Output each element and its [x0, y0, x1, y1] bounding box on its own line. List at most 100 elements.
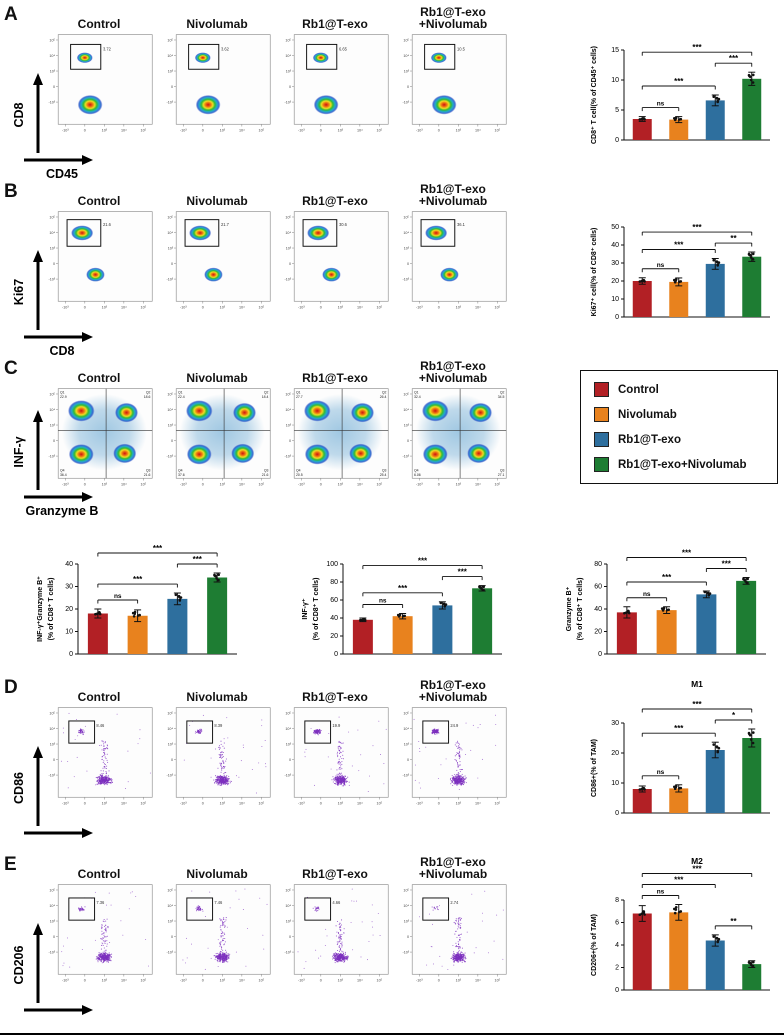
panel-C: C Control 10⁵ 10⁴ 10³ 0 -10³ -10³ 0 10³ 10⁴ 10⁵ Q1 2… — [0, 358, 782, 518]
legend-item-nivolumab: Nivolumab — [594, 407, 764, 422]
y-tick-label: 0 — [407, 758, 409, 762]
data-point — [642, 910, 645, 913]
data-point — [717, 97, 721, 101]
gate — [306, 43, 338, 70]
significance-label: *** — [397, 584, 407, 593]
data-point — [749, 78, 753, 82]
plot-frame — [57, 211, 153, 302]
gate-percentage: 24.9 — [450, 723, 459, 728]
y-tick-label: 10³ — [404, 246, 410, 250]
y-tick-label: 10³ — [50, 919, 56, 923]
bar-chart-ki67-slot: 0 10 20 30 40 50 Ki67⁺ cell(% of CD8⁺ cells) ns… — [582, 181, 778, 336]
y-tick-label: -10³ — [166, 100, 173, 104]
y-tick-label: 20 — [611, 278, 619, 285]
data-point — [213, 574, 217, 577]
x-tick-label: -10³ — [62, 978, 69, 982]
y-tick-label: -10³ — [402, 100, 409, 104]
y-tick-label: 10⁵ — [49, 888, 55, 892]
data-point — [673, 911, 677, 915]
bar — [669, 119, 689, 140]
bar — [669, 912, 689, 990]
gate — [66, 219, 102, 247]
gate-percentage: 7.46 — [214, 900, 223, 905]
density-blob — [440, 267, 459, 282]
y-tick-label: 60 — [594, 584, 602, 591]
x-tick-label: 10⁵ — [377, 482, 383, 486]
flow-plots-row-B: Control 10⁵ 10⁴ 10³ 0 -10³ -10³ 0 10³ 10⁴ 10⁵ 21.6 N… — [42, 181, 510, 319]
y-tick-label: 40 — [611, 242, 619, 249]
legend-item-rb1-t-exo: Rb1@T-exo — [594, 432, 764, 447]
data-point — [94, 612, 97, 616]
significance-label: *** — [692, 700, 702, 709]
density-blob — [431, 94, 457, 115]
y-tick-label: 10³ — [286, 742, 292, 746]
flow-plot-column: Nivolumab 10⁵ 10⁴ 10³ 0 -10³ -10³ 0 10³ 10⁴ 10⁵ Q1 2… — [160, 358, 274, 496]
y-tick-label: 4 — [615, 942, 619, 949]
y-tick-label: -10³ — [48, 277, 55, 281]
x-tick-label: 0 — [84, 305, 86, 309]
data-point — [481, 585, 485, 588]
x-tick-label: -10³ — [180, 305, 187, 309]
flow-plots-row-C: Control 10⁵ 10⁴ 10³ 0 -10³ -10³ 0 10³ 10⁴ 10⁵ Q1 22.… — [42, 358, 510, 496]
x-tick-label: 10³ — [220, 305, 226, 309]
x-tick-label: -10³ — [62, 305, 69, 309]
flow-plot-title: Rb1@T-exo — [302, 371, 368, 386]
density-blob — [422, 444, 448, 465]
significance-label: *** — [729, 54, 739, 63]
y-tick-label: 10⁵ — [167, 392, 173, 396]
y-tick-label: 10³ — [50, 742, 56, 746]
x-tick-label: 10⁴ — [239, 482, 245, 486]
plot-frame — [293, 34, 389, 125]
y-tick-label: 50 — [611, 224, 619, 231]
significance-label: *** — [722, 560, 732, 569]
gate — [422, 897, 450, 921]
data-point — [217, 573, 220, 577]
y-tick-label: 0 — [289, 758, 291, 762]
data-point — [751, 81, 755, 84]
x-tick-label: -10³ — [62, 128, 69, 132]
y-tick-label: 10³ — [404, 919, 410, 923]
x-tick-label: 10³ — [220, 482, 226, 486]
x-tick-label: 10⁴ — [239, 801, 245, 805]
gate-percentage: 21.7 — [221, 222, 230, 227]
quadrant-label: Q1 — [296, 391, 301, 395]
flow-plot-column: Rb1@T-exo +Nivolumab 10⁵ 10⁴ 10³ 0 -10³ -10³ 0 1… — [396, 854, 510, 992]
flow-plot-column: Control 10⁵ 10⁴ 10³ 0 -10³ -10³ 0 10³ 10⁴ 10⁵ 8.46 — [42, 677, 156, 815]
data-point — [627, 611, 631, 615]
y-tick-label: 0 — [615, 314, 619, 321]
x-tick-label: 10⁴ — [475, 801, 481, 805]
y-tick-label: 10⁴ — [403, 231, 409, 235]
y-tick-label: 0 — [53, 439, 55, 443]
data-point — [703, 590, 707, 594]
x-tick-label: 10⁵ — [141, 128, 147, 132]
density-blob — [113, 443, 137, 464]
y-tick-label: 20 — [611, 750, 619, 757]
x-tick-label: 10⁴ — [357, 305, 363, 309]
x-tick-label: 10⁴ — [121, 482, 127, 486]
y-tick-label: 0 — [69, 651, 73, 658]
quadrant-label: Q4 — [414, 469, 419, 473]
data-point — [749, 963, 753, 966]
bar-chart-cd86-slot: 0 10 20 30 CD86+(% of TAM) M1 ns *** * *** — [582, 677, 778, 832]
x-axis-arrow-label — [24, 1005, 93, 1015]
data-point — [712, 95, 715, 98]
y-tick-label: 0 — [407, 935, 409, 939]
x-tick-label: -10³ — [298, 128, 305, 132]
quadrant-value: 27.1 — [498, 473, 505, 477]
gate-percentage: 4.66 — [332, 900, 341, 905]
gate — [188, 43, 220, 70]
chart-title: M2 — [691, 856, 703, 866]
panel-B: B Control 10⁵ 10⁴ 10³ 0 -10³ -10³ 0 10³ 10⁴ 10⁵ 21.… — [0, 181, 782, 358]
gate — [184, 219, 220, 247]
data-point — [674, 906, 678, 909]
data-point — [623, 611, 626, 615]
quadrant-label: Q4 — [178, 469, 183, 473]
flow-plot-column: Rb1@T-exo +Nivolumab 10⁵ 10⁴ 10³ 0 -10³ -10³ 0 1… — [396, 4, 510, 142]
x-tick-label: 10⁴ — [475, 482, 481, 486]
x-tick-label: 10³ — [102, 305, 108, 309]
flow-plot-title: Control — [77, 690, 121, 705]
data-point — [716, 99, 719, 103]
